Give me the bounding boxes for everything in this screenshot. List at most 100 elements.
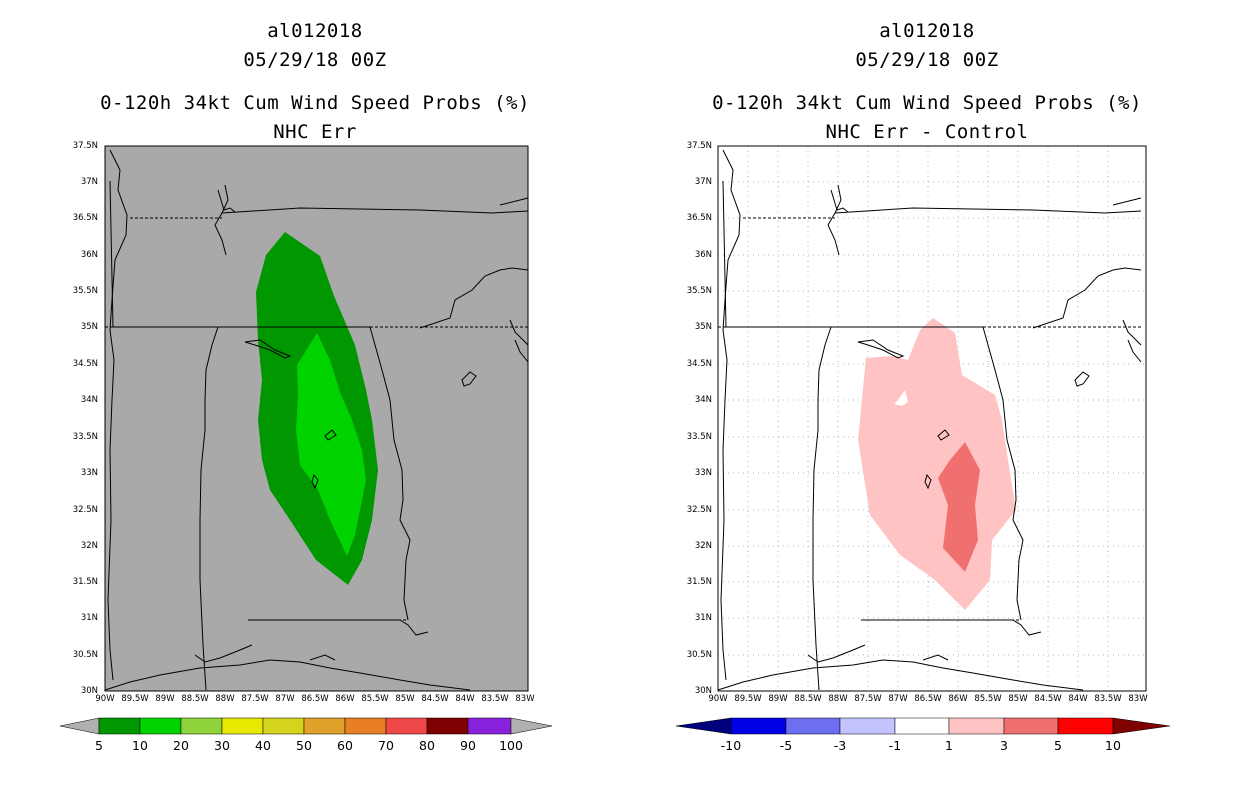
left-colorbar-swatch-9 bbox=[467, 717, 512, 735]
left-title: 0-120h 34kt Cum Wind Speed Probs (%) bbox=[100, 92, 530, 114]
right-colorbar-swatch-2 bbox=[839, 717, 896, 735]
right-xtick: 87.5W bbox=[854, 694, 882, 704]
left-colorbar-label: 50 bbox=[296, 738, 312, 753]
left-ytick: 33N bbox=[80, 468, 98, 478]
right-xtick: 85W bbox=[1008, 694, 1028, 704]
right-colorbar-label: 1 bbox=[945, 738, 953, 753]
right-diff-contour-3 bbox=[938, 442, 980, 572]
left-xtick: 83W bbox=[515, 694, 535, 704]
right-colorbar-label: -5 bbox=[779, 738, 793, 753]
right-subtitle: NHC Err - Control bbox=[825, 121, 1029, 143]
left-colorbar-swatch-6 bbox=[344, 717, 387, 735]
left-xtick: 88.5W bbox=[181, 694, 209, 704]
left-prob-contour-10 bbox=[296, 333, 366, 556]
left-xtick: 86.5W bbox=[301, 694, 329, 704]
right-xtick: 84W bbox=[1068, 694, 1088, 704]
right-xtick: 87W bbox=[888, 694, 908, 704]
right-colorbar-swatch-3 bbox=[894, 717, 950, 735]
left-xtick: 83.5W bbox=[481, 694, 509, 704]
left-colorbar-label: 90 bbox=[460, 738, 476, 753]
left-colorbar-swatch-8 bbox=[426, 717, 469, 735]
left-colorbar-swatch-1 bbox=[139, 717, 182, 735]
left-colorbar-swatch-2 bbox=[180, 717, 223, 735]
right-diff-hole bbox=[894, 390, 908, 406]
left-ytick: 31.5N bbox=[72, 577, 98, 587]
right-ytick: 34N bbox=[694, 395, 712, 405]
left-xtick: 89.5W bbox=[121, 694, 149, 704]
right-colorbar-swatch-4 bbox=[948, 717, 1005, 735]
left-colorbar-swatch-4 bbox=[262, 717, 305, 735]
left-ytick: 32N bbox=[80, 541, 98, 551]
left-subtitle: NHC Err bbox=[273, 121, 357, 143]
left-ytick: 36.5N bbox=[72, 213, 98, 223]
left-ytick: 37.5N bbox=[72, 141, 98, 151]
right-ytick: 36.5N bbox=[686, 213, 712, 223]
left-ytick: 30N bbox=[80, 686, 98, 696]
left-ytick: 33.5N bbox=[72, 432, 98, 442]
right-ytick: 37.5N bbox=[686, 141, 712, 151]
right-xtick: 83W bbox=[1128, 694, 1148, 704]
left-colorbar bbox=[59, 717, 553, 735]
right-ytick: 34.5N bbox=[686, 359, 712, 369]
right-map-frame bbox=[717, 145, 1147, 692]
left-xtick: 88W bbox=[215, 694, 235, 704]
left-colorbar-label: 60 bbox=[337, 738, 353, 753]
right-xtick: 90W bbox=[708, 694, 728, 704]
right-xtick: 84.5W bbox=[1034, 694, 1062, 704]
right-ytick: 31N bbox=[694, 613, 712, 623]
right-colorbar-label: 10 bbox=[1105, 738, 1121, 753]
left-ytick: 34.5N bbox=[72, 359, 98, 369]
right-ytick: 32.5N bbox=[686, 505, 712, 515]
right-colorbar-high-end bbox=[1112, 717, 1171, 735]
right-ytick: 37N bbox=[694, 177, 712, 187]
left-colorbar-label: 40 bbox=[255, 738, 271, 753]
left-ytick: 34N bbox=[80, 395, 98, 405]
right-ytick: 32N bbox=[694, 541, 712, 551]
left-colorbar-label: 10 bbox=[132, 738, 148, 753]
left-colorbar-label: 30 bbox=[214, 738, 230, 753]
right-xtick: 86W bbox=[948, 694, 968, 704]
left-xtick: 84W bbox=[455, 694, 475, 704]
left-ytick: 37N bbox=[80, 177, 98, 187]
left-colorbar-high-end bbox=[510, 717, 553, 735]
right-colorbar-label: -3 bbox=[833, 738, 847, 753]
right-colorbar-swatch-1 bbox=[785, 717, 841, 735]
left-map bbox=[104, 145, 529, 692]
right-colorbar-swatch-6 bbox=[1057, 717, 1114, 735]
left-colorbar-label: 100 bbox=[499, 738, 523, 753]
left-xtick: 84.5W bbox=[421, 694, 449, 704]
right-xtick: 83.5W bbox=[1094, 694, 1122, 704]
right-ytick: 30.5N bbox=[686, 650, 712, 660]
left-colorbar-swatch-0 bbox=[98, 717, 141, 735]
left-map-frame bbox=[104, 145, 529, 692]
right-colorbar-label: -10 bbox=[720, 738, 742, 753]
left-xtick: 86W bbox=[335, 694, 355, 704]
left-colorbar-swatch-7 bbox=[385, 717, 428, 735]
right-colorbar-swatch-0 bbox=[730, 717, 787, 735]
right-xtick: 86.5W bbox=[914, 694, 942, 704]
left-colorbar-label: 20 bbox=[173, 738, 189, 753]
left-colorbar-label: 5 bbox=[95, 738, 103, 753]
left-ytick: 30.5N bbox=[72, 650, 98, 660]
right-title: 0-120h 34kt Cum Wind Speed Probs (%) bbox=[712, 92, 1142, 114]
right-date: 05/29/18 00Z bbox=[855, 49, 999, 71]
right-colorbar-low-end bbox=[675, 717, 732, 735]
left-colorbar-swatch-3 bbox=[221, 717, 264, 735]
left-xtick: 89W bbox=[155, 694, 175, 704]
left-ytick: 32.5N bbox=[72, 505, 98, 515]
right-colorbar-swatch-5 bbox=[1003, 717, 1059, 735]
left-colorbar-low-end bbox=[59, 717, 100, 735]
right-colorbar-label: -1 bbox=[888, 738, 902, 753]
right-xtick: 85.5W bbox=[974, 694, 1002, 704]
left-colorbar-label: 70 bbox=[378, 738, 394, 753]
right-colorbar bbox=[675, 717, 1171, 735]
right-storm-id: al012018 bbox=[879, 20, 975, 42]
left-xtick: 85W bbox=[395, 694, 415, 704]
left-colorbar-label: 80 bbox=[419, 738, 435, 753]
left-colorbar-swatch-5 bbox=[303, 717, 346, 735]
right-colorbar-label: 5 bbox=[1054, 738, 1062, 753]
right-xtick: 89W bbox=[768, 694, 788, 704]
left-xtick: 90W bbox=[95, 694, 115, 704]
right-ytick: 33N bbox=[694, 468, 712, 478]
